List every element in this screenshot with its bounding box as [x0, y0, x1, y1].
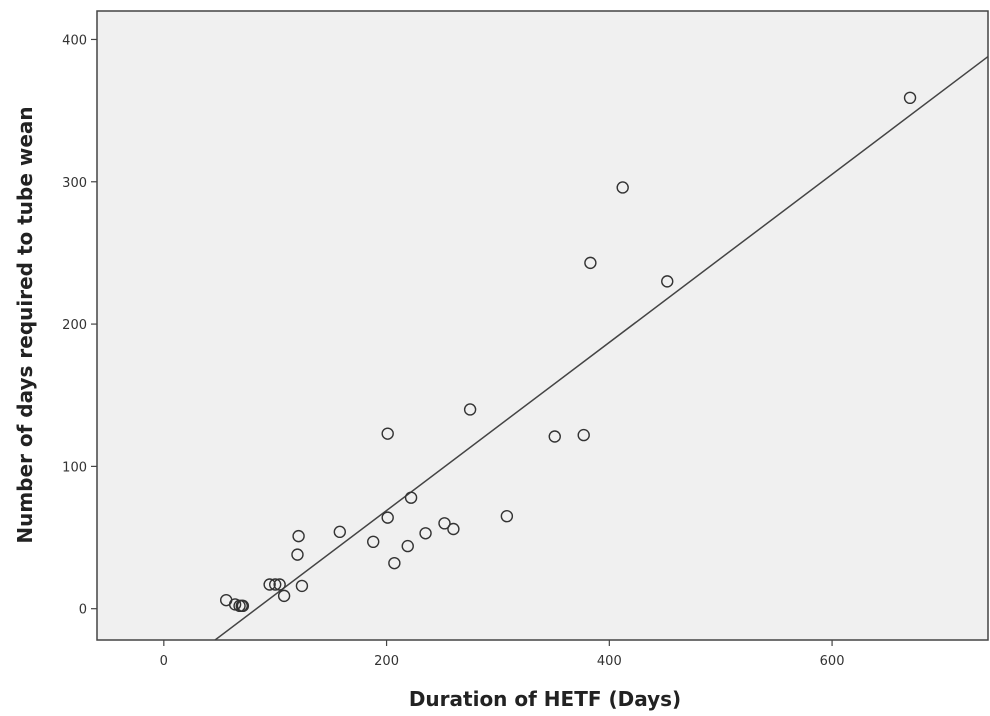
data-point: [388, 556, 401, 570]
data-point: [367, 535, 380, 549]
data-point: [263, 578, 276, 591]
data-point: [333, 525, 346, 539]
plot-area: [96, 10, 989, 641]
data-point: [269, 578, 282, 591]
data-point: [273, 578, 286, 591]
data-points: [219, 91, 917, 613]
y-tick-label: 300: [62, 176, 87, 191]
axis-ticks: 0 200 400 600 0 100 200 300 400: [62, 33, 844, 669]
data-point: [404, 491, 418, 504]
data-point: [419, 527, 432, 540]
data-point: [401, 539, 414, 553]
data-point: [447, 522, 460, 536]
data-point: [500, 509, 514, 523]
x-tick-label: 400: [597, 654, 622, 669]
y-tick-label: 0: [79, 603, 87, 618]
x-tick-label: 200: [374, 654, 399, 669]
y-axis-title: Number of days required to tube wean: [13, 106, 37, 543]
data-point: [277, 589, 291, 603]
y-tick-label: 400: [62, 33, 87, 48]
data-point: [381, 511, 394, 524]
data-point: [661, 275, 674, 288]
data-point: [236, 599, 250, 613]
fit-line-layer: [214, 55, 989, 641]
data-point: [577, 428, 590, 442]
data-point: [463, 403, 477, 416]
data-point: [616, 181, 629, 194]
fit-line: [214, 55, 989, 641]
y-tick-label: 100: [62, 460, 87, 475]
data-point: [295, 579, 309, 593]
data-point: [291, 548, 304, 561]
data-point: [584, 256, 597, 270]
x-tick-label: 600: [820, 654, 845, 669]
data-point: [438, 517, 451, 530]
x-tick-label: 0: [160, 654, 168, 669]
data-point: [381, 427, 394, 440]
data-point: [292, 529, 305, 543]
y-tick-label: 200: [62, 318, 87, 333]
data-point: [548, 430, 561, 443]
data-point: [903, 91, 917, 105]
x-axis-title: Duration of HETF (Days): [409, 687, 681, 711]
